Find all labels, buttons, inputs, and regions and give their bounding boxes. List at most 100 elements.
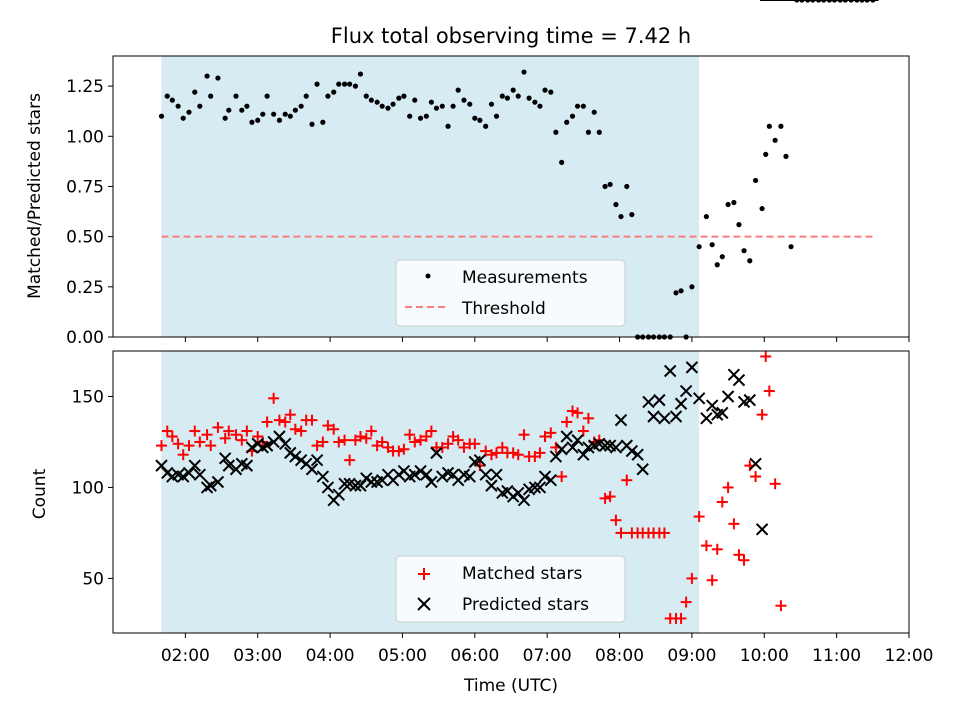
matched-star-point — [769, 478, 781, 490]
matched-star-point — [354, 431, 366, 443]
x-tick-label: 09:00 — [667, 646, 716, 666]
matched-star-point — [507, 447, 519, 459]
measurement-point — [515, 93, 521, 99]
predicted-star-point — [653, 393, 666, 407]
matched-star-point — [252, 431, 264, 443]
predicted-star-point — [544, 473, 558, 487]
matched-star-point — [398, 443, 410, 455]
measurement-point — [352, 83, 359, 89]
predicted-star-point — [614, 413, 628, 427]
measurement-point — [197, 103, 203, 109]
matched-star-point — [496, 441, 508, 453]
matched-star-point — [539, 431, 551, 443]
predicted-star-point — [245, 441, 259, 454]
predicted-star-point — [473, 453, 487, 467]
bottom-y-tick-label: 50 — [82, 569, 104, 589]
measurement-point — [450, 103, 456, 109]
measurement-point — [401, 93, 407, 99]
measurement-point — [208, 93, 214, 99]
measurement-point — [331, 89, 337, 95]
measurement-point — [521, 69, 527, 75]
top-y-tick-label: 0.50 — [66, 228, 104, 248]
measurement-point — [298, 103, 304, 109]
predicted-star-point — [609, 441, 623, 454]
predicted-star-point — [176, 470, 190, 483]
matched-star-point — [599, 492, 611, 504]
x-tick-label: 03:00 — [233, 646, 282, 666]
threshold-legend-label: Threshold — [461, 299, 546, 319]
matched-star-point — [212, 421, 224, 433]
x-tick-label: 02:00 — [161, 646, 210, 666]
measurement-point — [320, 119, 326, 125]
matched-star-point — [166, 431, 178, 443]
predicted-star-point — [289, 450, 302, 463]
measurement-point — [574, 103, 581, 109]
measurement-point — [303, 93, 309, 99]
predicted-star-point — [512, 486, 525, 500]
x-tick-label: 04:00 — [306, 646, 355, 666]
matched-star-point — [763, 385, 775, 397]
predicted-star-point — [414, 464, 427, 478]
predicted-star-point — [517, 493, 531, 507]
predicted-stars-series — [155, 0, 879, 536]
matched-star-point — [339, 434, 351, 446]
top-y-tick-label: 1.00 — [66, 127, 104, 147]
predicted-star-point — [732, 373, 746, 387]
matched-star-point — [436, 441, 448, 453]
matched-star-point — [693, 511, 705, 523]
matched-star-point — [615, 527, 627, 539]
matched-star-point — [738, 554, 750, 566]
matched-star-point — [534, 447, 546, 459]
bottom-y-tick-label: 150 — [72, 387, 104, 407]
matched-star-point — [700, 540, 712, 552]
matched-star-point — [219, 432, 231, 444]
measurement-point — [678, 288, 684, 294]
predicted-star-point — [674, 397, 688, 410]
matched-star-point — [728, 518, 740, 530]
top-y-tick-label: 0.00 — [66, 328, 104, 348]
measurement-point — [445, 123, 451, 129]
measurement-point — [629, 211, 635, 218]
measurement-point — [736, 222, 742, 228]
matched-star-point — [480, 445, 492, 457]
x-tick-label: 05:00 — [378, 646, 427, 666]
bottom-y-axis-label: Count — [30, 468, 50, 519]
measurement-point — [164, 93, 170, 99]
predicted-star-point — [463, 470, 476, 483]
measurement-point — [559, 159, 565, 165]
predicted-star-point — [743, 393, 757, 407]
matched-star-point — [189, 425, 201, 437]
measurement-point — [526, 95, 532, 101]
measurement-point — [276, 117, 283, 123]
predicted-star-point — [316, 470, 330, 483]
matched-star-point — [172, 438, 184, 450]
measurement-point — [766, 123, 772, 129]
predicted-star-point — [716, 406, 729, 420]
predicted-star-point — [349, 479, 362, 492]
bottom-legend-box — [395, 555, 626, 623]
measurement-point — [741, 248, 747, 254]
matched-star-point — [194, 436, 206, 448]
matched-star-point — [393, 445, 405, 457]
measurement-point — [532, 99, 538, 105]
measurement-point — [488, 101, 495, 107]
predicted-star-point — [721, 390, 735, 403]
measurement-point — [271, 111, 277, 117]
predicted-star-point — [577, 448, 590, 461]
measurement-point — [483, 123, 489, 129]
predicted-star-point — [679, 384, 693, 398]
matched-star-point — [604, 491, 616, 503]
measurement-point — [175, 103, 181, 109]
measurement-point — [374, 99, 380, 105]
matched-star-point — [567, 405, 579, 417]
measurement-point — [618, 213, 624, 220]
matched-star-point — [205, 440, 217, 452]
matched-star-point — [711, 543, 723, 555]
matched-star-point — [686, 572, 698, 584]
matched-star-point — [722, 481, 734, 493]
matched-star-point — [733, 549, 745, 561]
measurement-point — [390, 101, 396, 107]
top-panel: 0.00 0.25 0.50 0.75 1.00 1.25 Flux total obse… — [25, 0, 910, 348]
measurement-point — [510, 87, 516, 93]
matched-star-point — [273, 414, 285, 426]
